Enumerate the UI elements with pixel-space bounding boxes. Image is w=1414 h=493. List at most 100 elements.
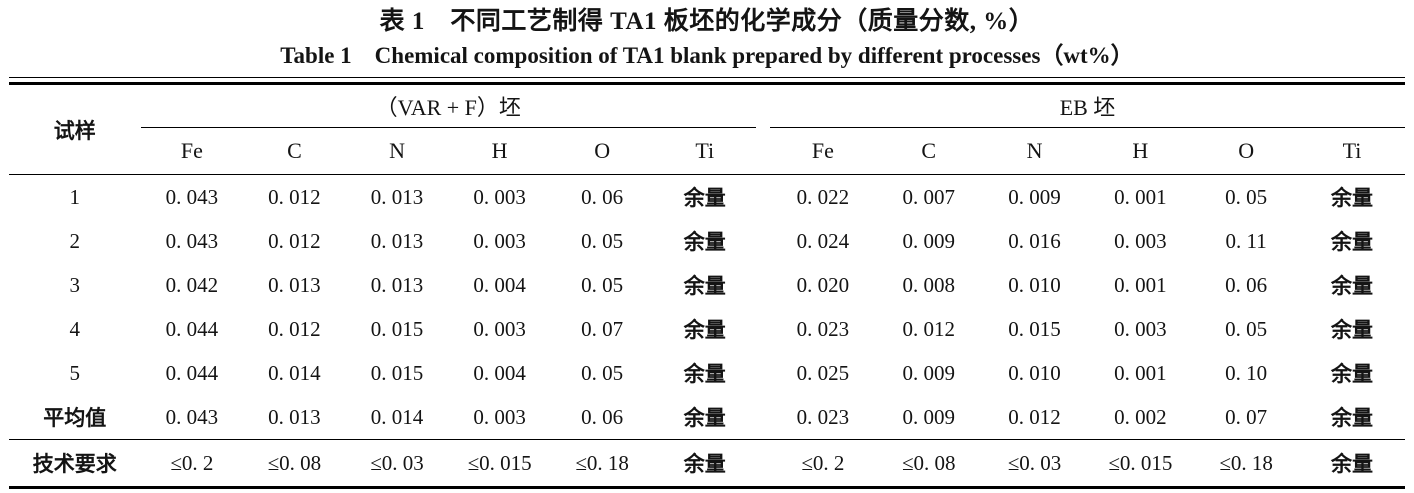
cell-gap <box>756 440 770 488</box>
col-header-eb-h: H <box>1132 138 1149 163</box>
table-row: 3 0. 042 0. 013 0. 013 0. 004 0. 05 余量 0. 020 0.… <box>9 263 1405 307</box>
cell-gap <box>756 175 770 220</box>
col-header-varf-h: H <box>491 138 508 163</box>
table-row: 平均值 0. 043 0. 013 0. 014 0. 003 0. 06 余量 0. 023… <box>9 395 1405 440</box>
composition-table: 试样 （VAR + F）坯 EB 坯 Fe C N H O Ti Fe C N … <box>9 82 1405 489</box>
cell-value-var-f: 0. 015 <box>370 316 424 341</box>
cell-value-var-f: 0. 013 <box>370 184 424 209</box>
cell-sample: 2 <box>69 228 81 253</box>
col-header-varf-o: O <box>594 138 611 163</box>
cell-value-eb: 余量 <box>1331 453 1374 476</box>
cell-value-var-f: 0. 044 <box>165 316 219 341</box>
group-header-var-f: （VAR + F）坯 <box>140 83 757 128</box>
cell-value-var-f: 0. 06 <box>581 184 624 209</box>
cell-value-var-f: 0. 042 <box>165 272 219 297</box>
col-header-eb-fe: Fe <box>811 138 834 163</box>
table-title-en: Table 1 Chemical composition of TA1 blan… <box>280 43 1134 68</box>
cell-value-var-f: 0. 003 <box>473 404 526 429</box>
cell-value-eb: 0. 009 <box>902 228 955 253</box>
cell-value-eb: 0. 020 <box>796 272 850 297</box>
cell-value-eb: 0. 009 <box>1008 184 1061 209</box>
table-row: 2 0. 043 0. 012 0. 013 0. 003 0. 05 余量 0. 024 0.… <box>9 219 1405 263</box>
cell-value-var-f: 0. 05 <box>581 272 624 297</box>
col-header-eb-n: N <box>1026 138 1043 163</box>
cell-gap <box>756 395 770 440</box>
cell-value-var-f: 余量 <box>683 231 726 254</box>
cell-value-var-f: 0. 043 <box>165 184 219 209</box>
cell-value-eb: 0. 009 <box>902 404 955 429</box>
cell-value-var-f: 0. 004 <box>473 272 526 297</box>
top-thin-rule <box>9 77 1405 78</box>
cell-value-var-f: 0. 012 <box>268 228 321 253</box>
cell-value-eb: 0. 11 <box>1225 228 1267 253</box>
cell-value-eb: ≤0. 18 <box>1219 450 1273 475</box>
requirement-row: 技术要求 ≤0. 2 ≤0. 08 ≤0. 03 ≤0. 015 ≤0. 18 余量 ≤0. … <box>9 439 1405 488</box>
cell-value-var-f: 0. 015 <box>370 360 424 385</box>
cell-value-var-f: 0. 003 <box>473 316 526 341</box>
cell-sample: 4 <box>69 316 81 341</box>
cell-value-var-f: 0. 004 <box>473 360 526 385</box>
cell-sample: 3 <box>69 272 81 297</box>
cell-value-var-f: 0. 013 <box>370 272 424 297</box>
cell-value-eb: 余量 <box>1331 319 1374 342</box>
cell-value-var-f: 余量 <box>683 275 726 298</box>
cell-value-var-f: 余量 <box>683 187 726 210</box>
cell-value-var-f: 0. 014 <box>268 360 321 385</box>
cell-value-eb: 0. 07 <box>1225 404 1268 429</box>
cell-gap <box>756 219 770 263</box>
group-header-row: 试样 （VAR + F）坯 EB 坯 <box>9 83 1405 143</box>
cell-value-eb: ≤0. 015 <box>1108 450 1173 475</box>
cell-value-var-f: 0. 003 <box>473 184 526 209</box>
cell-value-var-f: ≤0. 2 <box>170 450 214 475</box>
cell-value-var-f: 0. 06 <box>581 404 624 429</box>
cell-value-eb: 0. 003 <box>1114 228 1167 253</box>
cell-value-var-f: 0. 012 <box>268 184 321 209</box>
cell-value-eb: ≤0. 03 <box>1007 450 1062 475</box>
cell-value-eb: 0. 009 <box>902 360 955 385</box>
cell-value-var-f: 余量 <box>683 319 726 342</box>
cell-value-eb: 0. 022 <box>796 184 850 209</box>
table-row: 1 0. 043 0. 012 0. 013 0. 003 0. 06 余量 0. 022 0.… <box>9 175 1405 220</box>
cell-value-var-f: 0. 014 <box>370 404 424 429</box>
table-row: 5 0. 044 0. 014 0. 015 0. 004 0. 05 余量 0. 025 0.… <box>9 351 1405 395</box>
cell-sample: 平均值 <box>43 407 107 430</box>
cell-value-eb: 0. 016 <box>1008 228 1061 253</box>
cell-value-var-f: 0. 044 <box>165 360 219 385</box>
element-header-row: Fe C N H O Ti Fe C N H O Ti <box>9 128 1405 175</box>
cell-value-eb: 0. 002 <box>1114 404 1167 429</box>
col-header-varf-c: C <box>287 138 302 163</box>
cell-value-eb: 0. 023 <box>796 316 850 341</box>
cell-value-var-f: 0. 003 <box>473 228 526 253</box>
group-header-eb: EB 坯 <box>770 83 1405 128</box>
col-header-varf-ti: Ti <box>695 138 715 163</box>
col-header-varf-n: N <box>389 138 405 163</box>
cell-value-eb: 余量 <box>1331 275 1374 298</box>
cell-value-eb: 0. 001 <box>1114 360 1167 385</box>
cell-value-var-f: 0. 043 <box>165 404 219 429</box>
cell-value-eb: 0. 012 <box>902 316 955 341</box>
cell-value-var-f: 余量 <box>683 363 726 386</box>
cell-value-eb: 0. 001 <box>1114 184 1167 209</box>
sample-column-header: 试样 <box>53 119 96 143</box>
cell-value-eb: 0. 10 <box>1225 360 1268 385</box>
cell-value-var-f: 0. 05 <box>581 228 624 253</box>
cell-value-eb: 0. 007 <box>902 184 955 209</box>
cell-value-eb: 0. 010 <box>1008 272 1061 297</box>
col-header-eb-o: O <box>1238 138 1255 163</box>
cell-value-var-f: 0. 07 <box>581 316 624 341</box>
cell-value-var-f: 0. 012 <box>268 316 321 341</box>
cell-value-eb: 余量 <box>1331 231 1374 254</box>
cell-value-eb: 0. 015 <box>1008 316 1061 341</box>
cell-value-eb: 余量 <box>1331 407 1374 430</box>
cell-value-eb: 0. 025 <box>796 360 850 385</box>
cell-value-eb: 0. 05 <box>1225 184 1268 209</box>
group-gap <box>756 84 770 175</box>
cell-gap <box>756 351 770 395</box>
cell-gap <box>756 307 770 351</box>
cell-value-eb: ≤0. 08 <box>901 450 956 475</box>
cell-value-var-f: ≤0. 08 <box>267 450 322 475</box>
cell-value-eb: 0. 001 <box>1114 272 1167 297</box>
cell-value-eb: 0. 05 <box>1225 316 1268 341</box>
cell-value-var-f: 余量 <box>683 407 726 430</box>
